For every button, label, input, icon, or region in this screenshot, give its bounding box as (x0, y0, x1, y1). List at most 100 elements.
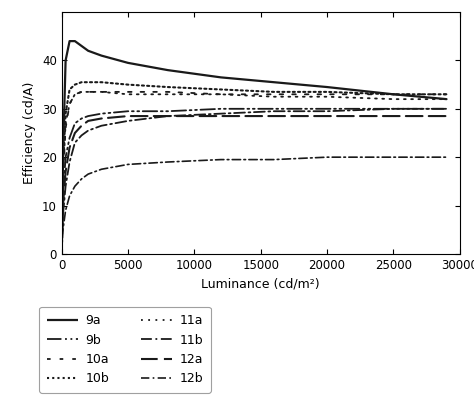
9b (59, 251, 64, 256)
9a (60, 155, 66, 160)
Y-axis label: Efficiency (cd/A): Efficiency (cd/A) (23, 82, 36, 184)
11b (85, 128, 91, 133)
9a (79, 44, 84, 48)
11a (324, 94, 330, 99)
9a (271, 80, 277, 85)
11a (79, 89, 84, 94)
9a (165, 68, 171, 73)
10b (271, 89, 277, 94)
10a (271, 92, 277, 97)
10b (99, 80, 104, 85)
11a (63, 121, 68, 126)
10b (60, 164, 66, 169)
11b (391, 106, 396, 111)
10a (165, 89, 171, 94)
12a (218, 114, 224, 118)
12a (67, 145, 73, 150)
Line: 10a: 10a (62, 92, 447, 254)
10b (391, 92, 396, 97)
10a (391, 92, 396, 97)
11b (444, 106, 449, 111)
10a (324, 92, 330, 97)
10b (85, 80, 91, 85)
9a (63, 58, 68, 63)
12a (85, 118, 91, 123)
11b (125, 118, 131, 123)
12b (271, 157, 277, 162)
11a (218, 92, 224, 97)
Legend: 9a, 9b, 10a, 10b, 11a, 11b, 12a, 12b: 9a, 9b, 10a, 10b, 11a, 11b, 12a, 12b (39, 307, 210, 393)
12a (60, 203, 66, 208)
9b (218, 106, 224, 111)
11a (125, 92, 131, 97)
Line: 9b: 9b (62, 109, 447, 254)
12a (72, 131, 78, 135)
10a (72, 92, 78, 97)
9b (63, 155, 68, 160)
10a (444, 92, 449, 97)
9a (125, 60, 131, 65)
10b (444, 92, 449, 97)
9b (79, 116, 84, 121)
11b (67, 160, 73, 164)
10a (63, 126, 68, 131)
10a (67, 102, 73, 106)
12a (125, 114, 131, 118)
9a (324, 85, 330, 89)
12a (59, 251, 64, 256)
12a (271, 114, 277, 118)
9a (85, 48, 91, 53)
11a (391, 97, 396, 102)
12b (85, 172, 91, 177)
10a (60, 174, 66, 179)
9a (218, 75, 224, 80)
12b (67, 193, 73, 198)
11b (99, 123, 104, 128)
X-axis label: Luminance (cd/m²): Luminance (cd/m²) (201, 277, 320, 290)
9b (72, 121, 78, 126)
9b (85, 114, 91, 118)
9b (324, 106, 330, 111)
11b (79, 133, 84, 138)
Line: 12b: 12b (62, 157, 447, 254)
10b (324, 89, 330, 94)
9a (59, 251, 64, 256)
9b (391, 106, 396, 111)
10a (99, 89, 104, 94)
12a (79, 123, 84, 128)
11b (60, 213, 66, 218)
Line: 11a: 11a (62, 92, 447, 254)
11a (67, 102, 73, 106)
10b (218, 87, 224, 92)
11a (444, 97, 449, 102)
12b (444, 155, 449, 160)
12b (72, 184, 78, 189)
11b (72, 140, 78, 145)
9b (271, 106, 277, 111)
12b (165, 160, 171, 164)
9b (444, 106, 449, 111)
12b (218, 157, 224, 162)
9a (391, 92, 396, 97)
Line: 12a: 12a (62, 116, 447, 254)
12b (99, 167, 104, 172)
10a (125, 89, 131, 94)
12a (324, 114, 330, 118)
10b (165, 85, 171, 89)
11b (271, 109, 277, 114)
12a (165, 114, 171, 118)
12a (444, 114, 449, 118)
10a (218, 92, 224, 97)
10b (79, 80, 84, 85)
12b (324, 155, 330, 160)
10b (125, 82, 131, 87)
9b (99, 111, 104, 116)
9b (67, 135, 73, 140)
11b (63, 184, 68, 189)
9b (165, 109, 171, 114)
12b (63, 208, 68, 213)
9a (444, 97, 449, 102)
9a (72, 39, 78, 44)
12b (79, 177, 84, 181)
11b (218, 111, 224, 116)
